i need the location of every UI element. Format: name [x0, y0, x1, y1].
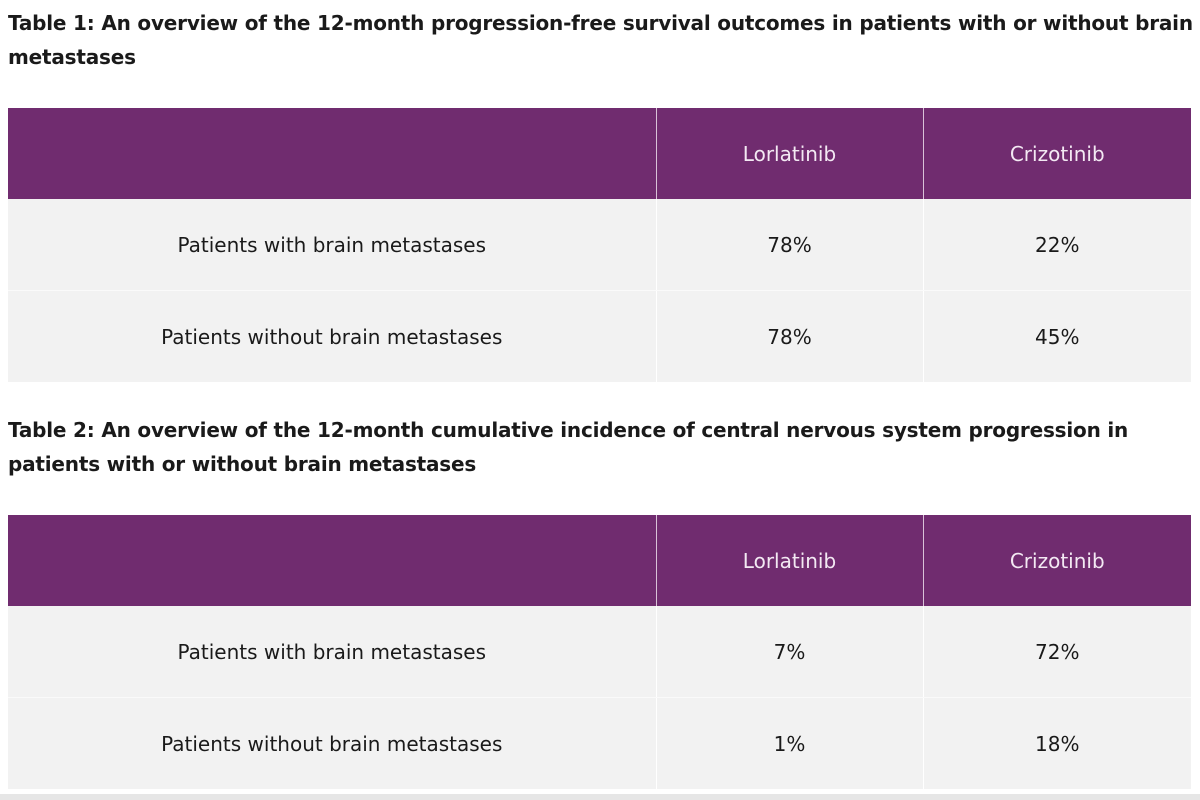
crizotinib-value: 22%	[922, 199, 1191, 291]
row-label: Patients with brain metastases	[8, 606, 656, 698]
lorlatinib-value: 7%	[655, 606, 923, 698]
row-label: Patients with brain metastases	[8, 199, 656, 291]
lorlatinib-value: 78%	[655, 290, 923, 382]
table-1: Lorlatinib Crizotinib Patients with brai…	[8, 108, 1191, 382]
table-row: Patients with brain metastases 7% 72%	[8, 606, 1191, 698]
crizotinib-value: 45%	[922, 290, 1191, 382]
lorlatinib-value: 78%	[655, 199, 923, 291]
header-cell-crizotinib: Crizotinib	[922, 108, 1191, 199]
table-row: Patients without brain metastases 78% 45…	[8, 290, 1191, 382]
table-1-title: Table 1: An overview of the 12-month pro…	[8, 11, 1193, 69]
table-row: Patients with brain metastases 78% 22%	[8, 199, 1191, 291]
row-label: Patients without brain metastases	[8, 290, 656, 382]
header-cell-crizotinib: Crizotinib	[922, 515, 1191, 606]
header-cell-lorlatinib: Lorlatinib	[655, 515, 923, 606]
table-row: Patients without brain metastases 1% 18%	[8, 697, 1191, 789]
table-1-header-row: Lorlatinib Crizotinib	[8, 108, 1191, 199]
header-cell-lorlatinib: Lorlatinib	[655, 108, 923, 199]
lorlatinib-value: 1%	[655, 697, 923, 789]
table-2-header-row: Lorlatinib Crizotinib	[8, 515, 1191, 606]
header-cell-empty	[8, 515, 656, 606]
crizotinib-value: 18%	[922, 697, 1191, 789]
header-cell-empty	[8, 108, 656, 199]
table-2: Lorlatinib Crizotinib Patients with brai…	[8, 515, 1191, 789]
crizotinib-value: 72%	[922, 606, 1191, 698]
table-2-title: Table 2: An overview of the 12-month cum…	[8, 418, 1129, 476]
page-bottom-divider	[0, 794, 1200, 800]
row-label: Patients without brain metastases	[8, 697, 656, 789]
